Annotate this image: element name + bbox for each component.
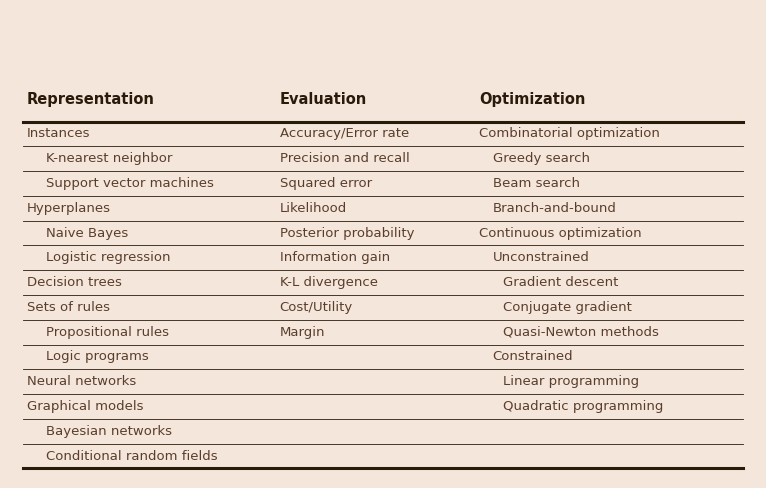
Text: Unconstrained: Unconstrained bbox=[493, 251, 589, 264]
Text: Decision trees: Decision trees bbox=[27, 276, 122, 289]
Text: Likelihood: Likelihood bbox=[280, 202, 347, 215]
Text: Gradient descent: Gradient descent bbox=[503, 276, 619, 289]
Text: Posterior probability: Posterior probability bbox=[280, 226, 414, 240]
Text: Conditional random fields: Conditional random fields bbox=[46, 449, 218, 463]
Text: Graphical models: Graphical models bbox=[27, 400, 143, 413]
Text: Greedy search: Greedy search bbox=[493, 152, 590, 165]
Text: Logistic regression: Logistic regression bbox=[46, 251, 171, 264]
Text: Squared error: Squared error bbox=[280, 177, 372, 190]
Text: Cost/Utility: Cost/Utility bbox=[280, 301, 353, 314]
Text: Precision and recall: Precision and recall bbox=[280, 152, 409, 165]
Text: Accuracy/Error rate: Accuracy/Error rate bbox=[280, 127, 409, 141]
Text: Representation: Representation bbox=[27, 92, 155, 107]
Text: Linear programming: Linear programming bbox=[503, 375, 640, 388]
Text: Bayesian networks: Bayesian networks bbox=[46, 425, 172, 438]
Text: Evaluation: Evaluation bbox=[280, 92, 367, 107]
Text: Quadratic programming: Quadratic programming bbox=[503, 400, 663, 413]
Text: Instances: Instances bbox=[27, 127, 90, 141]
Text: Quasi-Newton methods: Quasi-Newton methods bbox=[503, 325, 659, 339]
Text: K-L divergence: K-L divergence bbox=[280, 276, 378, 289]
Text: Beam search: Beam search bbox=[493, 177, 580, 190]
Text: Logic programs: Logic programs bbox=[46, 350, 149, 364]
Text: Information gain: Information gain bbox=[280, 251, 390, 264]
Text: Neural networks: Neural networks bbox=[27, 375, 136, 388]
Text: Naive Bayes: Naive Bayes bbox=[46, 226, 128, 240]
Text: Optimization: Optimization bbox=[479, 92, 585, 107]
Text: Continuous optimization: Continuous optimization bbox=[479, 226, 641, 240]
Text: Conjugate gradient: Conjugate gradient bbox=[503, 301, 632, 314]
Text: Combinatorial optimization: Combinatorial optimization bbox=[479, 127, 660, 141]
Text: Branch-and-bound: Branch-and-bound bbox=[493, 202, 617, 215]
Text: Hyperplanes: Hyperplanes bbox=[27, 202, 111, 215]
Text: Constrained: Constrained bbox=[493, 350, 573, 364]
Text: Margin: Margin bbox=[280, 325, 325, 339]
Text: Support vector machines: Support vector machines bbox=[46, 177, 214, 190]
Text: Propositional rules: Propositional rules bbox=[46, 325, 169, 339]
Text: Sets of rules: Sets of rules bbox=[27, 301, 110, 314]
Text: K-nearest neighbor: K-nearest neighbor bbox=[46, 152, 172, 165]
